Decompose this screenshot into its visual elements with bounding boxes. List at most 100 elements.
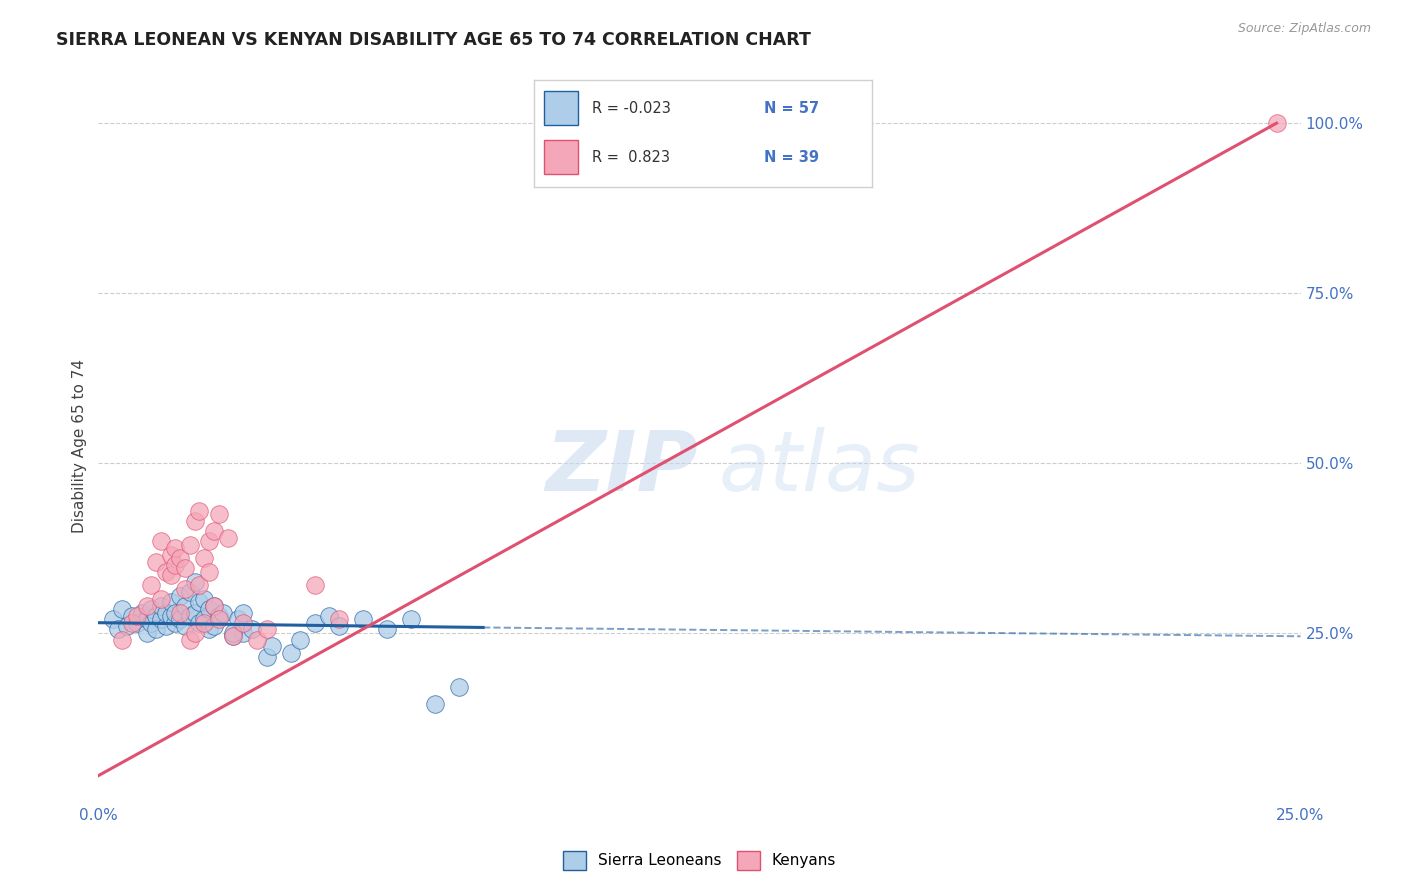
Point [183,606,205,620]
Text: SIERRA LEONEAN VS KENYAN DISABILITY AGE 65 TO 74 CORRELATION CHART: SIERRA LEONEAN VS KENYAN DISABILITY AGE … [56,31,811,49]
Point [240,623,263,637]
Point [222,629,245,643]
Point [208,608,231,623]
Point [232,606,254,620]
Point [149,591,172,606]
Point [179,632,201,647]
Point [165,606,187,620]
Point [193,591,215,606]
Point [169,589,191,603]
Point [159,548,181,562]
Y-axis label: Disability Age 65 to 74: Disability Age 65 to 74 [72,359,87,533]
Point [174,619,197,633]
Point [141,602,163,616]
Point [183,626,205,640]
Point [256,623,278,637]
Point [159,595,181,609]
Point [188,578,211,592]
Point [232,626,254,640]
Point [165,615,187,630]
Text: N = 39: N = 39 [763,150,818,165]
Point [117,619,139,633]
Point [193,615,215,630]
Point [375,623,398,637]
Point [202,599,225,613]
Point [222,626,245,640]
Point [280,646,302,660]
Point [208,612,231,626]
Point [290,632,312,647]
Point [183,574,205,589]
Point [246,632,269,647]
Point [423,698,446,712]
Point [165,558,187,572]
Point [193,612,215,626]
Point [198,534,221,549]
Point [260,640,283,654]
Point [198,565,221,579]
Point [149,534,172,549]
Legend: Sierra Leoneans, Kenyans: Sierra Leoneans, Kenyans [555,843,844,877]
FancyBboxPatch shape [544,91,578,125]
Point [135,612,157,626]
Point [304,615,326,630]
Point [202,599,225,613]
Point [304,578,326,592]
Point [193,551,215,566]
Point [125,608,148,623]
Point [399,612,422,626]
Text: N = 57: N = 57 [763,101,818,116]
Point [188,503,211,517]
Point [165,541,187,555]
Point [141,615,163,630]
Point [212,606,235,620]
Point [198,623,221,637]
Text: ZIP: ZIP [546,427,697,508]
Point [174,582,197,596]
Point [202,619,225,633]
Point [159,608,181,623]
Point [202,524,225,538]
Point [179,585,201,599]
Point [149,599,172,613]
Point [208,507,231,521]
Text: atlas: atlas [718,427,921,508]
Point [125,615,148,630]
Point [183,514,205,528]
Point [159,568,181,582]
Point [179,537,201,551]
Point [447,680,470,694]
Point [111,602,134,616]
Point [226,612,249,626]
Point [174,561,197,575]
Point [131,606,153,620]
Point [232,615,254,630]
Point [135,626,157,640]
FancyBboxPatch shape [544,140,578,175]
Point [352,612,374,626]
Point [328,619,350,633]
Point [155,606,177,620]
Point [145,623,167,637]
Point [145,608,167,623]
Point [169,606,191,620]
Point [188,615,211,630]
Point [101,612,124,626]
Point [222,629,245,643]
Point [121,615,143,630]
Point [145,555,167,569]
Point [1265,116,1288,130]
Point [318,608,340,623]
Point [121,608,143,623]
Point [135,599,157,613]
Point [169,612,191,626]
Point [188,595,211,609]
Point [174,599,197,613]
Point [141,578,163,592]
Text: R = -0.023: R = -0.023 [592,101,671,116]
Point [256,649,278,664]
Point [179,608,201,623]
Point [217,531,239,545]
Point [107,623,129,637]
Point [198,602,221,616]
